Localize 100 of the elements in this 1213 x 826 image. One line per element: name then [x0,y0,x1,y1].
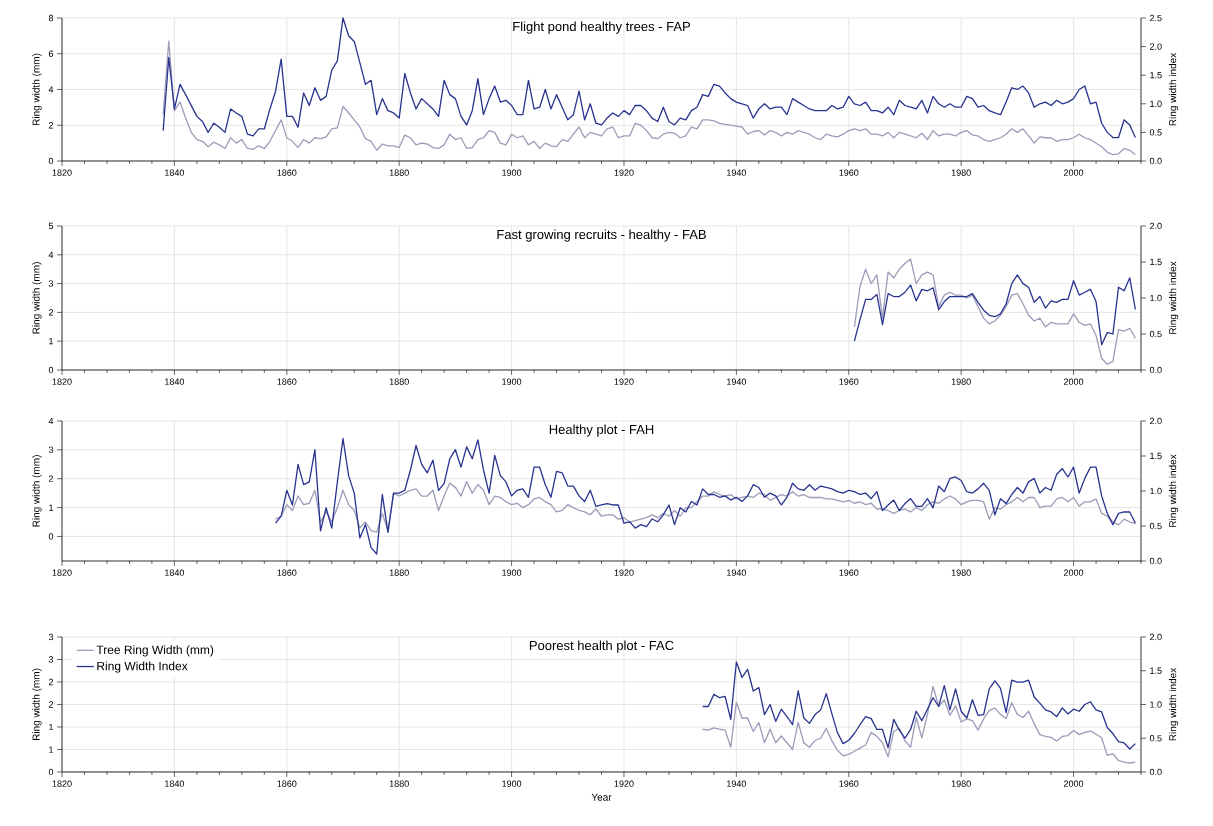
y-tick-label: 3 [48,446,54,454]
x-tick-label: 1960 [839,569,859,576]
x-tick-label: 1820 [52,378,72,385]
y-axis-title: Ring width (mm) [32,262,42,334]
y2-tick-label: 0.0 [1149,366,1162,374]
x-tick-label: 1860 [277,169,297,176]
y-tick-label: 0 [48,533,54,540]
y2-tick-label: 1.0 [1150,487,1162,495]
x-tick-label: 1880 [389,569,409,576]
y2-tick-label: 1.5 [1150,452,1162,460]
y2-tick-label: 2.0 [1149,222,1162,230]
y-tick-label: 6 [48,50,54,57]
y-tick-label: 0 [48,768,54,776]
y2-tick-label: 0.5 [1149,330,1162,338]
y2-tick-label: 0.5 [1149,735,1162,742]
line-series [274,437,1137,555]
x-tick-label: 1940 [727,378,747,385]
x-tick-label: 1840 [165,569,185,576]
y-tick-label: 1 [49,746,54,753]
y-tick-label: 0 [48,157,54,165]
y2-tick-label: 0.5 [1149,129,1162,136]
x-tick-label: 1820 [52,569,72,576]
x-tick-label: 1940 [727,569,747,576]
x-tick-label: 1980 [951,378,971,385]
x-tick-label: 1900 [502,169,522,176]
x-tick-label: 1860 [277,378,297,385]
x-tick-label: 1920 [614,378,634,385]
x-tick-label: 2000 [1064,169,1084,176]
chart-title: Fast growing recruits - healthy - FAB [497,229,706,242]
x-tick-label: 2000 [1064,780,1084,787]
y2-tick-label: 1.5 [1150,72,1162,79]
y-tick-label: 1 [49,338,54,345]
x-tick-label: 1960 [839,378,859,385]
x-tick-label: 1960 [839,780,859,787]
y2-axis-title: Ring width index [1168,261,1179,334]
y-tick-label: 0 [48,366,54,374]
x-tick-label: 1880 [389,378,409,385]
y2-tick-label: 1.0 [1150,701,1162,708]
y2-tick-label: 2.0 [1149,633,1162,641]
x-tick-label: 1840 [165,780,185,787]
line-series [702,685,1137,764]
x-tick-label: 1840 [165,378,185,385]
y-axis-title: Ring width (mm) [32,455,42,527]
y-tick-label: 4 [48,251,54,258]
chart-title: Poorest health plot - FAC [529,640,674,653]
y-tick-label: 2 [48,475,54,482]
x-tick-label: 2000 [1064,569,1084,576]
y2-tick-label: 2.5 [1149,14,1162,22]
y2-tick-label: 2.0 [1149,417,1162,425]
y-tick-label: 1 [49,504,54,511]
x-axis-title: Year [591,793,612,801]
y-tick-label: 2 [48,678,54,686]
y-tick-label: 2 [48,701,54,708]
x-tick-label: 1940 [727,169,747,176]
legend-label: Ring Width Index [97,661,188,673]
line-series [702,661,1137,750]
y-tick-label: 8 [48,14,54,22]
x-tick-label: 1900 [502,780,522,787]
x-tick-label: 1920 [614,169,634,176]
y-tick-label: 3 [48,656,54,663]
legend-label: Tree Ring Width (mm) [96,645,214,657]
x-tick-label: 1880 [389,780,409,787]
x-tick-label: 1980 [951,169,971,176]
x-tick-label: 1920 [614,569,634,576]
x-tick-label: 1980 [951,569,971,576]
y-tick-label: 4 [48,417,54,425]
y-tick-label: 2 [48,309,54,316]
y2-axis-title: Ring width index [1168,454,1179,527]
y2-tick-label: 2.0 [1149,43,1162,50]
y2-axis-title: Ring width index [1168,667,1179,741]
y-tick-label: 4 [48,86,54,93]
y-tick-label: 1 [49,723,54,731]
y2-tick-label: 1.0 [1150,294,1162,302]
y-tick-label: 2 [48,122,54,129]
y2-tick-label: 0.0 [1149,557,1162,565]
chart-title: Healthy plot - FAH [549,424,654,437]
y-tick-label: 5 [48,222,54,230]
y-tick-label: 3 [48,633,54,641]
x-tick-label: 2000 [1064,378,1084,385]
y2-tick-label: 1.5 [1150,258,1162,266]
y2-tick-label: 1.5 [1150,667,1162,674]
x-tick-label: 1960 [839,169,859,176]
y2-tick-label: 0.5 [1149,522,1162,530]
y-axis-title: Ring width (mm) [32,53,42,126]
y-axis-title: Ring width (mm) [32,668,42,741]
x-tick-label: 1820 [52,780,72,787]
y2-tick-label: 0.0 [1149,157,1162,165]
x-tick-label: 1860 [277,780,297,787]
y2-tick-label: 1.0 [1150,100,1162,107]
x-tick-label: 1980 [951,780,971,787]
chart-title: Flight pond healthy trees - FAP [513,21,691,34]
y2-tick-label: 0.0 [1149,768,1162,776]
x-tick-label: 1940 [727,780,747,787]
y2-axis-title: Ring width index [1168,52,1179,126]
x-tick-label: 1820 [52,169,72,176]
x-tick-label: 1920 [614,780,634,787]
x-tick-label: 1860 [277,569,297,576]
y-tick-label: 3 [48,280,54,287]
x-tick-label: 1900 [502,569,522,576]
x-tick-label: 1880 [389,169,409,176]
